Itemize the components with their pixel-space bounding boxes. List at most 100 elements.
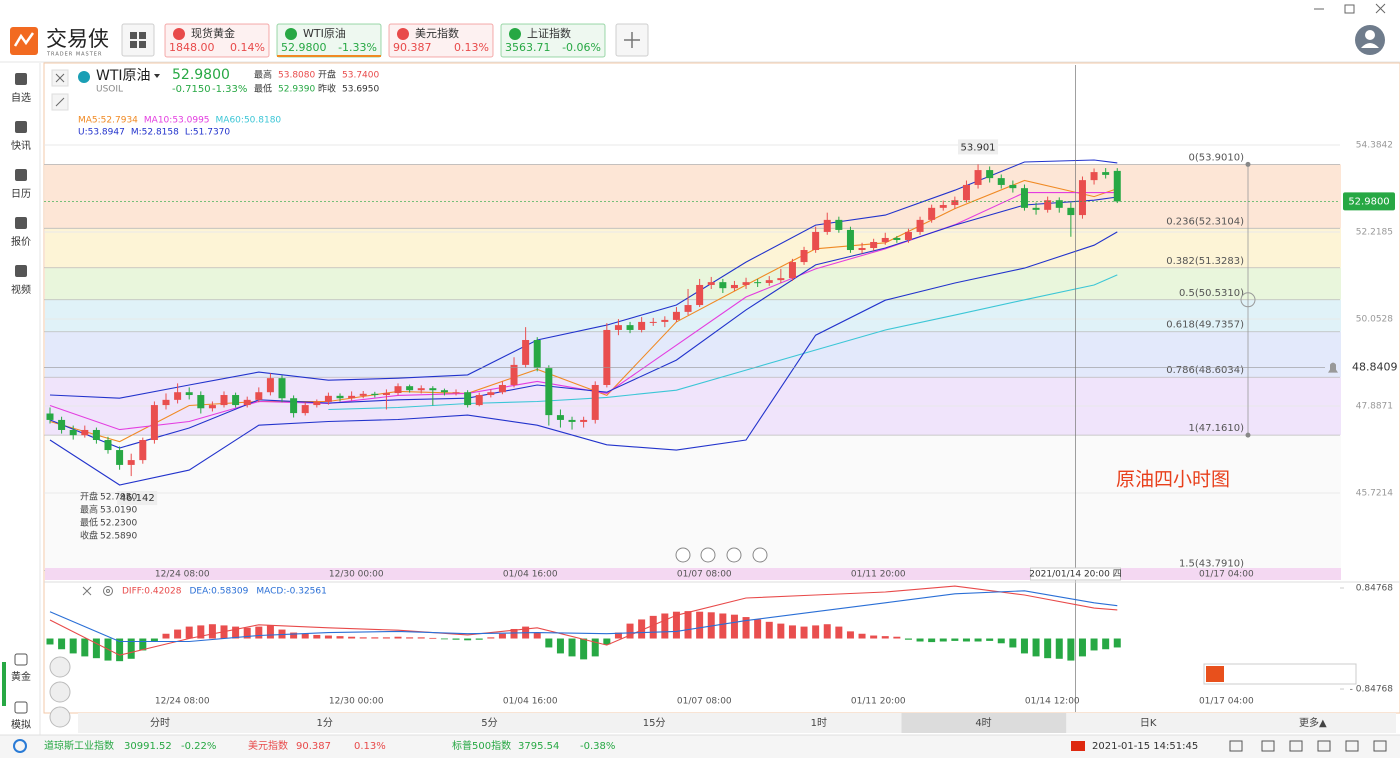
y-tick-label: 50.0528 — [1356, 314, 1393, 324]
indicator-line — [49, 585, 1118, 656]
candle-body — [313, 401, 321, 406]
timeframe-tab[interactable]: 分时 — [150, 717, 170, 729]
tooltip-label: 最高 — [80, 504, 98, 516]
sidebar-label[interactable]: 视频 — [11, 283, 31, 296]
layout-button[interactable] — [121, 23, 155, 57]
quote-card[interactable] — [500, 23, 606, 58]
candle-body — [812, 231, 820, 251]
timeframe-tab[interactable]: 1时 — [811, 717, 827, 729]
candle-body — [893, 237, 901, 240]
candle-body — [591, 384, 599, 420]
symbol-name[interactable]: WTI原油 — [96, 68, 151, 84]
draw-tool[interactable] — [51, 93, 69, 111]
input-toolbar[interactable] — [1203, 663, 1357, 685]
candle-body — [510, 364, 518, 385]
boll-legend: L:51.7370 — [185, 128, 231, 138]
candle-body — [870, 241, 878, 249]
candle-body — [522, 339, 530, 365]
timeframe-bar — [78, 713, 1396, 733]
sidebar-label[interactable]: 报价 — [11, 235, 31, 248]
fib-band — [45, 435, 1341, 571]
zoom-button[interactable] — [675, 547, 691, 563]
chart-tools[interactable] — [49, 656, 71, 728]
candle-body — [174, 392, 182, 400]
low-marker-box — [117, 491, 158, 506]
status-name[interactable]: 道琼斯工业指数 — [44, 739, 114, 752]
avatar[interactable] — [1355, 25, 1385, 55]
sidebar-label[interactable]: 模拟 — [11, 718, 31, 731]
sidebar-label[interactable]: 日历 — [11, 188, 31, 200]
timeframe-tab[interactable]: 1分 — [317, 717, 333, 729]
candle-body — [638, 321, 646, 330]
add-quote-button[interactable] — [615, 23, 649, 57]
x-tick-label: 01/11 20:00 — [851, 570, 906, 580]
symbol-price: 52.9800 — [172, 67, 230, 83]
candle-body — [1078, 180, 1086, 216]
x-tick-label: 12/24 08:00 — [155, 570, 210, 580]
macd-bar — [754, 619, 762, 639]
macd-bar — [788, 625, 796, 639]
stat-value: 53.7400 — [342, 71, 379, 81]
macd-bar — [510, 628, 518, 639]
candle-body — [266, 378, 274, 393]
candle-body — [788, 262, 796, 279]
window-controls[interactable] — [1314, 3, 1386, 14]
symbol-dropdown[interactable] — [154, 74, 160, 78]
candle-body — [290, 398, 298, 414]
macd-bar — [742, 617, 750, 639]
macd-bar — [846, 631, 854, 639]
x-tick-label: 12/30 00:00 — [329, 570, 384, 580]
sidebar-icon[interactable] — [14, 701, 28, 714]
timeframe-tab[interactable]: 更多▲ — [1299, 716, 1327, 729]
candle-body — [672, 311, 680, 320]
sidebar-icon[interactable] — [15, 217, 27, 229]
macd-settings[interactable] — [103, 586, 113, 596]
service-icon[interactable] — [13, 739, 27, 753]
stat-label: 最高 — [254, 69, 272, 81]
status-change: 0.13% — [354, 741, 386, 752]
sidebar-icon[interactable] — [15, 73, 27, 85]
alert-label: 48.8409 — [1352, 361, 1398, 374]
timeframe-tab[interactable]: 5分 — [481, 717, 497, 729]
sidebar-icon[interactable] — [15, 265, 27, 277]
high-marker-box — [958, 139, 999, 155]
fib-label: 0.618(49.7357) — [1166, 320, 1244, 331]
quote-icon — [173, 28, 185, 40]
tooltip-label: 最低 — [80, 517, 98, 529]
sidebar-icon[interactable] — [15, 121, 27, 133]
sidebar-label[interactable]: 黄金 — [11, 670, 31, 683]
status-name[interactable]: 美元指数 — [248, 739, 288, 752]
status-name[interactable]: 标普500指数 — [452, 739, 511, 752]
candle-body — [162, 399, 170, 406]
candle-body — [348, 395, 356, 399]
sidebar-icon[interactable] — [15, 169, 27, 181]
zoom-button[interactable] — [700, 547, 716, 563]
macd-bar — [556, 638, 564, 654]
macd-bar — [939, 638, 947, 642]
candle-body — [429, 388, 437, 391]
macd-bar — [348, 636, 356, 639]
alert-bell[interactable] — [1328, 362, 1338, 373]
quote-card[interactable] — [164, 23, 270, 58]
quote-card[interactable] — [388, 23, 494, 58]
zoom-button[interactable] — [726, 547, 742, 563]
sidebar-label[interactable]: 自选 — [11, 91, 31, 104]
quote-change: 0.13% — [454, 41, 489, 54]
macd-bar — [696, 611, 704, 639]
timeframe-tab[interactable]: 15分 — [643, 717, 666, 729]
sidebar-icon[interactable] — [14, 653, 28, 666]
fib-center-handle[interactable] — [1240, 292, 1256, 308]
status-change: -0.22% — [181, 741, 216, 752]
ma-legend: MA60:50.8180 — [216, 116, 282, 126]
candle-body — [626, 325, 634, 330]
chart-close[interactable] — [51, 69, 69, 87]
zoom-button[interactable] — [752, 547, 768, 563]
sidebar-label[interactable]: 快讯 — [11, 140, 31, 152]
quote-price: 1848.00 — [169, 41, 215, 54]
timeframe-tab[interactable]: 日K — [1140, 718, 1157, 729]
status-icons[interactable] — [1229, 740, 1387, 752]
macd-close[interactable] — [82, 586, 92, 596]
candle-body — [904, 231, 912, 240]
candle-body — [498, 384, 506, 393]
timeframe-tab[interactable]: 4时 — [975, 717, 991, 729]
